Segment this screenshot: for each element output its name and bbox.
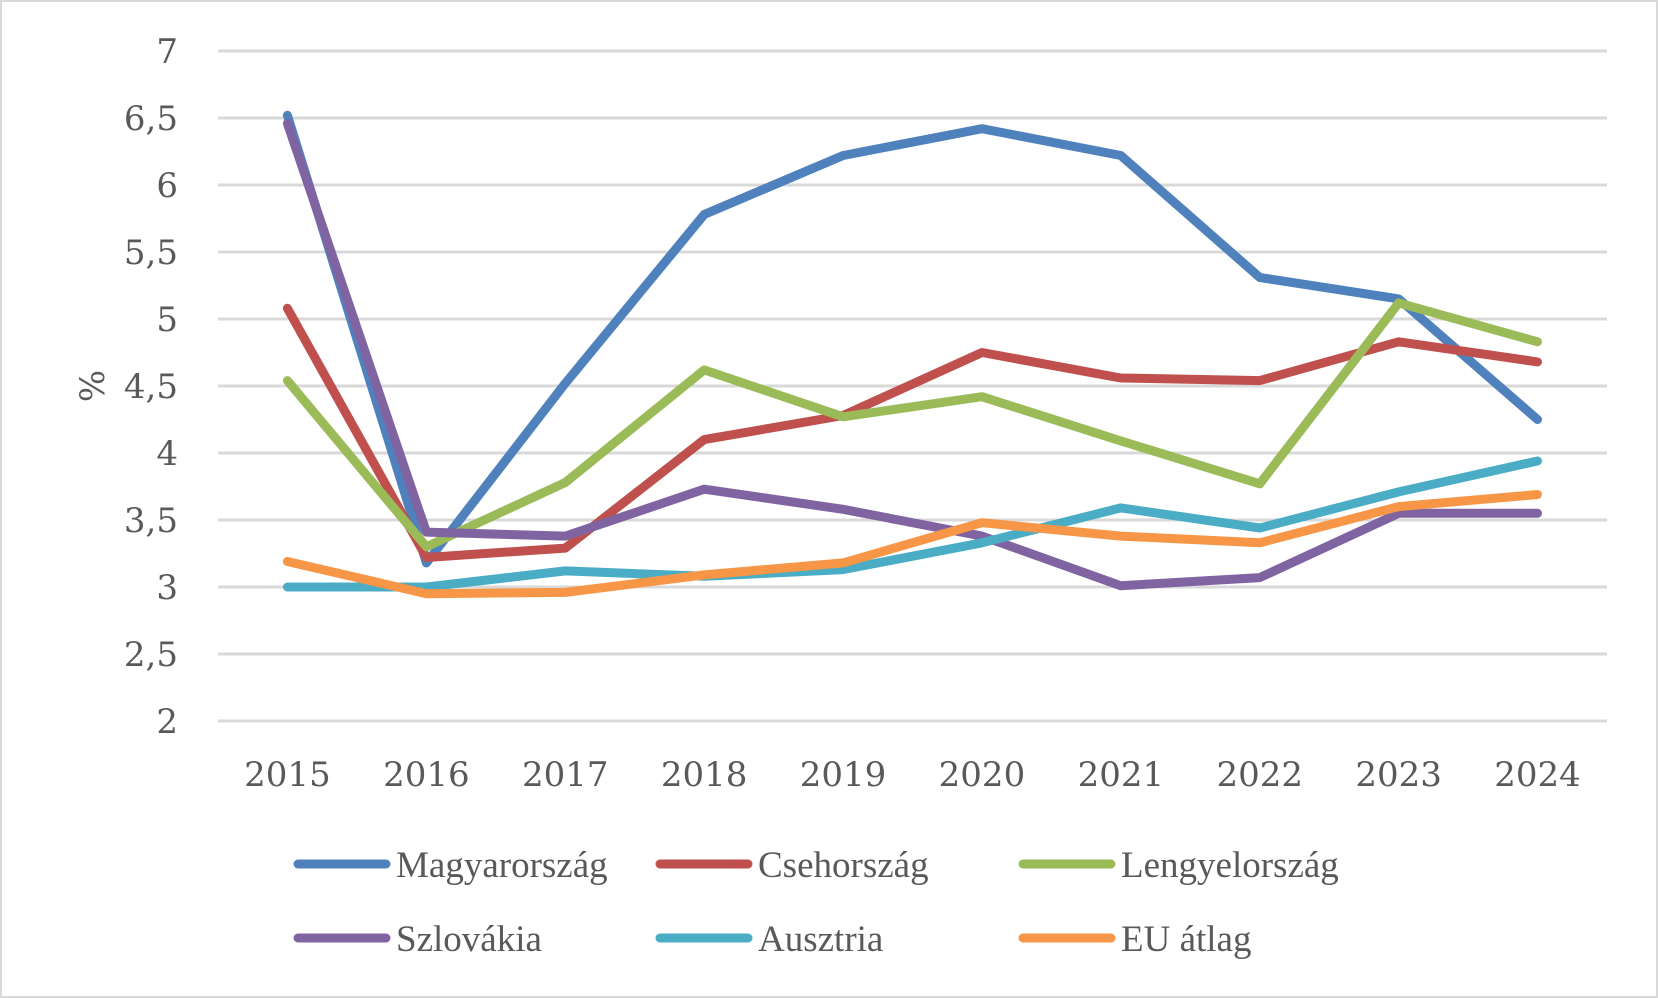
y-tick-label: 2,5	[124, 635, 178, 675]
legend-label: EU átlag	[1121, 919, 1251, 960]
legend-item-ausztria: Ausztria	[655, 919, 883, 960]
legend-label: Magyarország	[396, 845, 608, 886]
legend-label: Csehország	[758, 845, 929, 886]
legend-item-lengyelorszag: Lengyelország	[1018, 845, 1339, 886]
x-tick-label: 2024	[1494, 755, 1581, 795]
y-tick-label: 5	[156, 300, 178, 340]
series-line-ausztria	[282, 456, 1542, 592]
y-tick-label: 2	[156, 702, 178, 742]
y-tick-label: 6,5	[124, 99, 178, 139]
x-tick-label: 2020	[939, 755, 1026, 795]
y-tick-label: 7	[156, 32, 178, 72]
y-tick-label: 3	[156, 568, 178, 608]
y-tick-label: 3,5	[124, 501, 178, 541]
gridlines	[218, 49, 1607, 723]
legend-label: Szlovákia	[396, 919, 542, 960]
legend-item-magyarorszag: Magyarország	[293, 845, 608, 886]
y-tick-label: 6	[156, 166, 178, 206]
series-line-lengyelorszag	[282, 298, 1542, 552]
series-line-eu-atlag	[282, 490, 1542, 599]
series-line-magyarorszag	[282, 110, 1542, 568]
x-tick-label: 2015	[244, 755, 331, 795]
x-tick-label: 2021	[1078, 755, 1165, 795]
x-tick-label: 2018	[661, 755, 748, 795]
legend-item-szlovakia: Szlovákia	[293, 919, 542, 960]
legend-item-eu-atlag: EU átlag	[1018, 919, 1251, 960]
series-line-szlovakia	[282, 118, 1542, 591]
y-axis-ticks: 2 2,5 3 3,5 4 4,5 5 5,5 6 6,5 7	[124, 32, 178, 742]
series-line-csehorszag	[282, 303, 1542, 562]
y-axis-label: %	[73, 370, 113, 402]
legend-label: Lengyelország	[1121, 845, 1339, 886]
legend-label: Ausztria	[758, 919, 883, 960]
x-tick-label: 2017	[522, 755, 609, 795]
y-tick-label: 4,5	[124, 367, 178, 407]
y-tick-label: 4	[156, 434, 178, 474]
x-tick-label: 2023	[1355, 755, 1442, 795]
y-tick-label: 5,5	[124, 233, 178, 273]
x-tick-label: 2019	[800, 755, 887, 795]
x-tick-label: 2022	[1216, 755, 1303, 795]
legend: Magyarország Csehország Lengyelország Szlov…	[293, 845, 1339, 960]
x-tick-label: 2016	[383, 755, 470, 795]
legend-item-csehorszag: Csehország	[655, 845, 929, 886]
x-axis-ticks: 2015 2016 2017 2018 2019 2020 2021 2022 2023 2024	[244, 755, 1581, 795]
series-lines	[282, 110, 1542, 599]
